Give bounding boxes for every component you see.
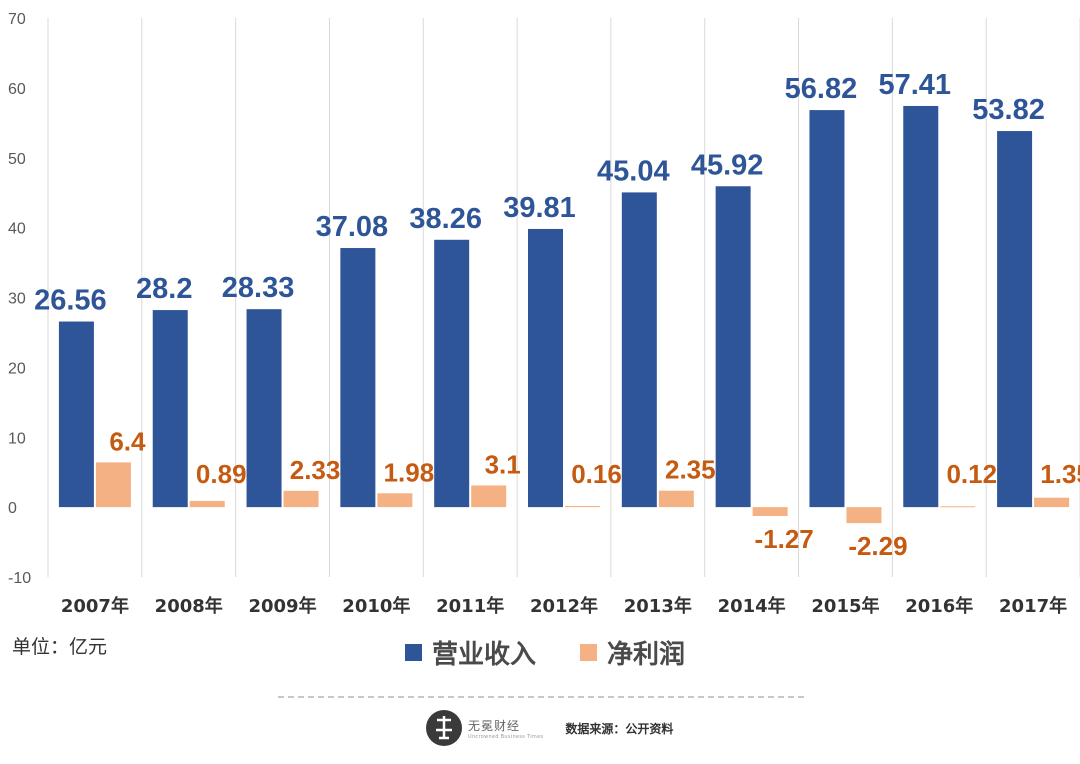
y-tick-label: 10 <box>8 430 26 447</box>
net-profit-data-label: 0.16 <box>571 459 622 489</box>
revenue-bar <box>903 105 939 508</box>
y-tick-label: 70 <box>8 11 26 28</box>
revenue-bar <box>528 228 563 508</box>
x-tick-label: 2015年 <box>811 595 879 617</box>
net-profit-data-label: -2.29 <box>848 531 907 561</box>
bar-chart: 70 60 50 40 30 20 10 0 -10 2007年 2008年 2009年 2010年 20… <box>8 11 1080 617</box>
net-profit-data-label: 6.4 <box>109 426 146 456</box>
revenue-bar <box>997 131 1033 508</box>
net-profit-bar <box>565 506 600 508</box>
revenue-bar <box>621 192 657 508</box>
data-source: 数据来源：公开资料 <box>565 721 674 736</box>
net-profit-bar <box>471 485 507 508</box>
revenue-data-label: 57.41 <box>878 69 951 101</box>
legend: 营业收入 净利润 <box>405 634 719 671</box>
y-tick-label: -10 <box>8 570 31 587</box>
x-tick-label: 2016年 <box>905 595 973 617</box>
y-tick-label: 40 <box>8 221 26 238</box>
net-profit-bar <box>189 500 225 508</box>
x-tick-label: 2008年 <box>155 595 223 617</box>
legend-label-revenue: 营业收入 <box>432 640 537 670</box>
net-profit-data-label: 0.12 <box>946 459 997 489</box>
revenue-bar <box>152 310 188 508</box>
revenue-data-label: 39.81 <box>503 192 576 224</box>
revenue-data-label: 28.33 <box>222 272 295 304</box>
revenue-data-label: 56.82 <box>785 73 858 105</box>
revenue-bar <box>58 321 94 508</box>
revenue-data-label: 45.92 <box>691 149 764 181</box>
x-tick-label: 2011年 <box>436 595 504 617</box>
logo-text: 无冕财经 Uncrowned Business Times <box>468 717 543 740</box>
x-tick-label: 2010年 <box>342 595 410 617</box>
revenue-data-label: 26.56 <box>34 285 107 317</box>
legend-label-net-profit: 净利润 <box>607 640 686 670</box>
revenue-bar <box>434 239 470 508</box>
net-profit-bar <box>95 462 131 508</box>
revenue-data-label: 38.26 <box>409 203 482 235</box>
y-tick-label: 0 <box>8 500 17 517</box>
net-profit-data-label: 2.33 <box>290 455 341 485</box>
net-profit-bar <box>283 490 319 508</box>
net-profit-bar <box>1034 497 1070 508</box>
revenue-data-label: 45.04 <box>597 155 670 187</box>
legend-swatch-revenue <box>405 644 422 661</box>
net-profit-data-label: 1.98 <box>384 457 435 487</box>
logo-tagline: Uncrowned Business Times <box>468 733 544 740</box>
x-tick-label: 2009年 <box>248 595 316 617</box>
net-profit-bar <box>658 490 694 508</box>
revenue-bar <box>809 110 845 508</box>
x-tick-label: 2012年 <box>530 595 598 617</box>
net-profit-bar <box>940 506 976 508</box>
net-profit-bar <box>377 493 413 508</box>
y-tick-label: 20 <box>8 360 26 377</box>
net-profit-data-label: 1.35 <box>1040 459 1080 489</box>
net-profit-data-label: -1.27 <box>755 524 814 554</box>
y-tick-label: 50 <box>8 151 26 168</box>
revenue-data-label: 53.82 <box>972 94 1045 126</box>
x-tick-label: 2017年 <box>999 595 1067 617</box>
revenue-data-label: 28.2 <box>136 273 192 305</box>
revenue-bar <box>715 186 751 508</box>
x-tick-label: 2013年 <box>624 595 692 617</box>
y-tick-label: 30 <box>8 291 26 308</box>
revenue-bar <box>246 309 282 508</box>
net-profit-data-label: 3.1 <box>485 449 521 479</box>
footer: 无冕财经 Uncrowned Business Times 数据来源：公开资料 <box>424 708 673 748</box>
revenue-data-label: 37.08 <box>316 211 389 243</box>
logo-icon <box>424 708 464 748</box>
x-tick-label: 2014年 <box>718 595 786 617</box>
net-profit-data-label: 0.89 <box>196 459 247 489</box>
revenue-bar <box>340 248 376 508</box>
net-profit-bar <box>752 507 788 516</box>
legend-swatch-net-profit <box>580 644 598 661</box>
logo-name: 无冕财经 <box>468 718 521 733</box>
net-profit-data-label: 2.35 <box>665 455 716 485</box>
unit-label: 单位：亿元 <box>12 636 108 658</box>
y-tick-label: 60 <box>8 81 26 98</box>
x-tick-label: 2007年 <box>61 595 129 617</box>
footer-divider <box>278 696 804 698</box>
net-profit-bar <box>846 507 882 524</box>
